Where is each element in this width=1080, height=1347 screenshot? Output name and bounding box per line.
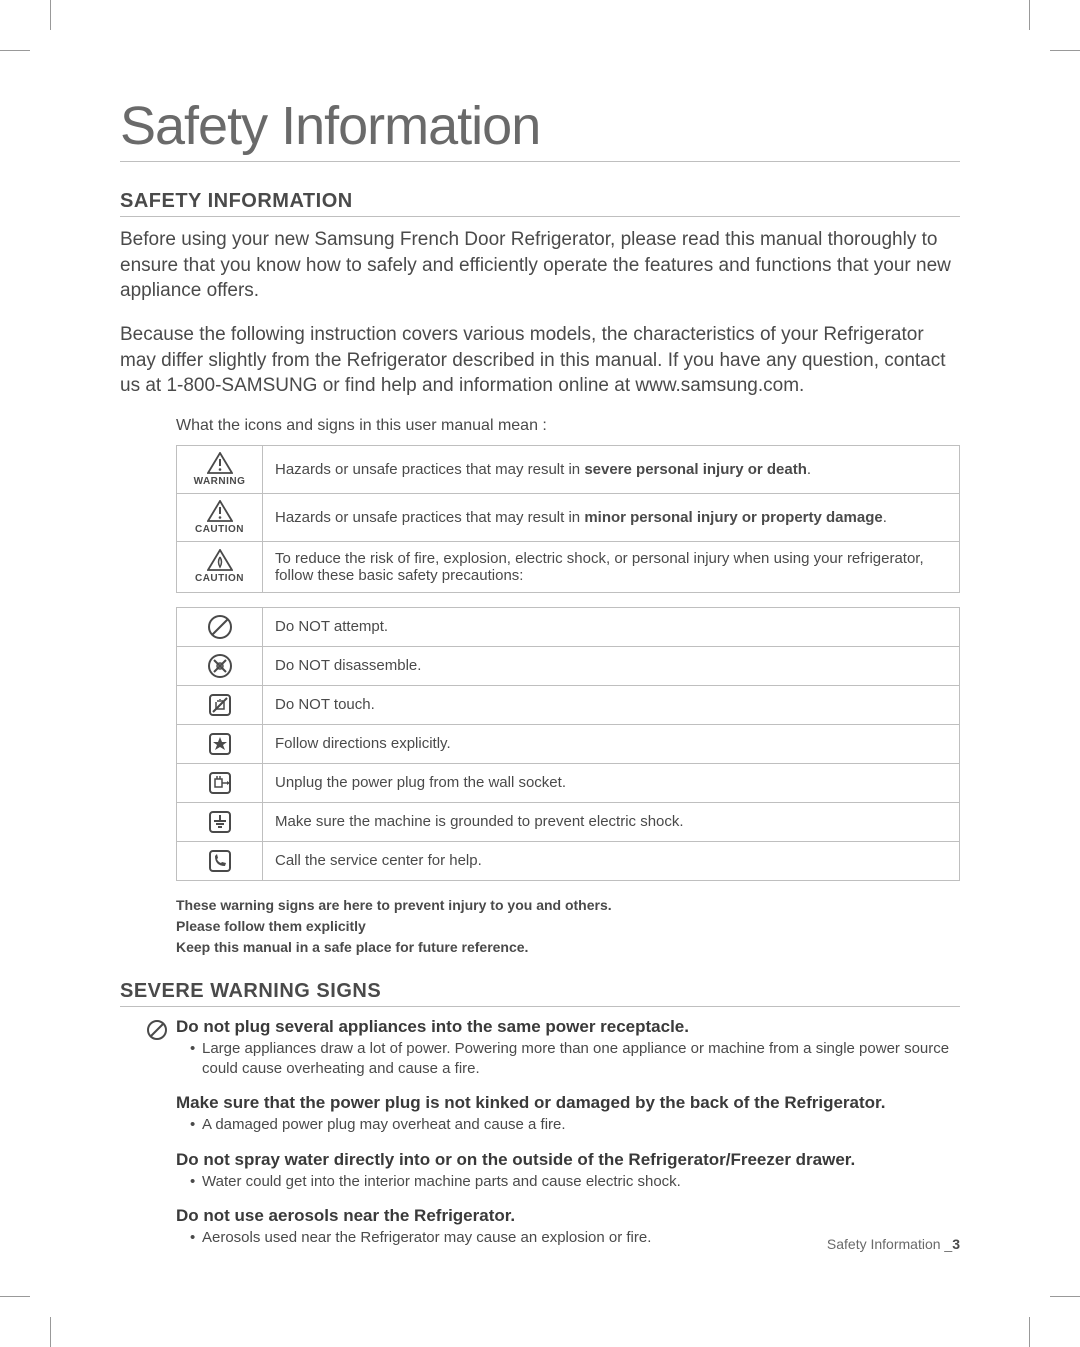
icons-table-1: WARNING Hazards or unsafe practices that… bbox=[176, 445, 960, 593]
do-not-touch-text: Do NOT touch. bbox=[263, 685, 960, 724]
caution-fire-description: To reduce the risk of fire, explosion, e… bbox=[263, 541, 960, 592]
table-row: WARNING Hazards or unsafe practices that… bbox=[177, 445, 960, 493]
warn-bullet-2: A damaged power plug may overheat and ca… bbox=[190, 1115, 960, 1135]
table-row: Do NOT disassemble. bbox=[177, 646, 960, 685]
table-row: Follow directions explicitly. bbox=[177, 724, 960, 763]
caution-fire-triangle-icon bbox=[207, 549, 233, 571]
footer-label: Safety Information _ bbox=[827, 1236, 952, 1252]
call-service-text: Call the service center for help. bbox=[263, 841, 960, 880]
warning-icon-cell: WARNING bbox=[177, 445, 263, 493]
warn-head-3: Do not spray water directly into or on t… bbox=[176, 1150, 960, 1170]
no-disassemble-icon bbox=[207, 653, 233, 679]
icons-block: What the icons and signs in this user ma… bbox=[176, 417, 960, 958]
table-row: Make sure the machine is grounded to pre… bbox=[177, 802, 960, 841]
note-line-1: These warning signs are here to prevent … bbox=[176, 895, 960, 916]
call-service-icon bbox=[177, 841, 263, 880]
ground-box-icon bbox=[207, 809, 233, 835]
warn-bullet-3: Water could get into the interior machin… bbox=[190, 1172, 960, 1192]
prohibit-icon bbox=[207, 614, 233, 640]
icons-lead-text: What the icons and signs in this user ma… bbox=[176, 417, 960, 435]
intro-paragraph-2: Because the following instruction covers… bbox=[120, 322, 960, 399]
warn-bullet-1: Large appliances draw a lot of power. Po… bbox=[190, 1039, 960, 1080]
prohibit-lead-icon bbox=[146, 1019, 168, 1041]
warning-label: WARNING bbox=[181, 476, 258, 487]
caution-fire-icon-cell: CAUTION bbox=[177, 541, 263, 592]
note-line-3: Keep this manual in a safe place for fut… bbox=[176, 937, 960, 958]
note-line-2: Please follow them explicitly bbox=[176, 916, 960, 937]
ground-text: Make sure the machine is grounded to pre… bbox=[263, 802, 960, 841]
safety-info-heading: SAFETY INFORMATION bbox=[120, 190, 960, 217]
warn-head-2: Make sure that the power plug is not kin… bbox=[176, 1093, 960, 1113]
star-box-icon bbox=[207, 731, 233, 757]
follow-directions-text: Follow directions explicitly. bbox=[263, 724, 960, 763]
table-row: Unplug the power plug from the wall sock… bbox=[177, 763, 960, 802]
footer-page-number: 3 bbox=[952, 1236, 960, 1252]
table-row: Do NOT touch. bbox=[177, 685, 960, 724]
severe-warning-heading: SEVERE WARNING SIGNS bbox=[120, 980, 960, 1007]
caution-triangle-icon bbox=[207, 500, 233, 522]
intro-paragraph-1: Before using your new Samsung French Doo… bbox=[120, 227, 960, 304]
unplug-icon bbox=[177, 763, 263, 802]
warning-description: Hazards or unsafe practices that may res… bbox=[263, 445, 960, 493]
warn-item-2: Make sure that the power plug is not kin… bbox=[176, 1093, 960, 1135]
table-row: CAUTION Hazards or unsafe practices that… bbox=[177, 493, 960, 541]
page-footer: Safety Information _3 bbox=[827, 1236, 960, 1252]
warn-head-4: Do not use aerosols near the Refrigerato… bbox=[176, 1206, 960, 1226]
phone-box-icon bbox=[207, 848, 233, 874]
warning-triangle-icon bbox=[207, 452, 233, 474]
warn-head-1: Do not plug several appliances into the … bbox=[176, 1017, 960, 1037]
page-content: Safety Information SAFETY INFORMATION Be… bbox=[120, 95, 960, 1262]
no-touch-icon bbox=[207, 692, 233, 718]
table-row: Call the service center for help. bbox=[177, 841, 960, 880]
do-not-touch-icon bbox=[177, 685, 263, 724]
do-not-disassemble-icon bbox=[177, 646, 263, 685]
do-not-attempt-icon bbox=[177, 607, 263, 646]
warn-item-3: Do not spray water directly into or on t… bbox=[176, 1150, 960, 1192]
unplug-text: Unplug the power plug from the wall sock… bbox=[263, 763, 960, 802]
caution-label: CAUTION bbox=[181, 524, 258, 535]
warn-item-1: Do not plug several appliances into the … bbox=[176, 1017, 960, 1080]
caution-icon-cell: CAUTION bbox=[177, 493, 263, 541]
ground-icon bbox=[177, 802, 263, 841]
do-not-disassemble-text: Do NOT disassemble. bbox=[263, 646, 960, 685]
page-title: Safety Information bbox=[120, 95, 960, 162]
unplug-box-icon bbox=[207, 770, 233, 796]
table-row: CAUTION To reduce the risk of fire, expl… bbox=[177, 541, 960, 592]
icons-table-2: Do NOT attempt. Do NOT disassemble. Do N… bbox=[176, 607, 960, 881]
prohibit-icon bbox=[146, 1019, 168, 1041]
caution-description: Hazards or unsafe practices that may res… bbox=[263, 493, 960, 541]
table-row: Do NOT attempt. bbox=[177, 607, 960, 646]
caution-label-2: CAUTION bbox=[181, 573, 258, 584]
warning-notes: These warning signs are here to prevent … bbox=[176, 895, 960, 958]
do-not-attempt-text: Do NOT attempt. bbox=[263, 607, 960, 646]
follow-directions-icon bbox=[177, 724, 263, 763]
